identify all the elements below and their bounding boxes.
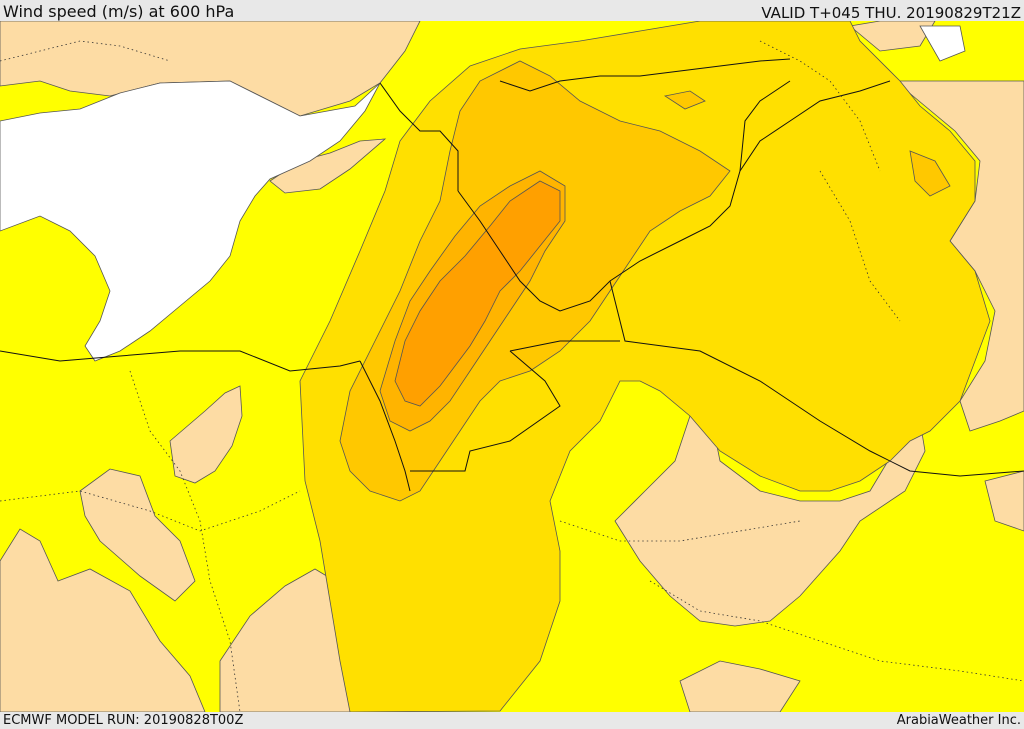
admin-boundaries [0, 40, 1024, 712]
borders [0, 58, 1024, 492]
credit: ArabiaWeather Inc. [896, 713, 1021, 728]
wind-speed-map [0, 21, 1024, 712]
low-wind-areas [0, 21, 1024, 712]
band-max [394, 180, 561, 407]
header-bar [0, 0, 1024, 21]
valid-time: VALID T+045 THU. 20190829T21Z [761, 4, 1021, 22]
map-title: Wind speed (m/s) at 600 hPa [3, 2, 235, 21]
sea-areas [0, 25, 966, 362]
model-run: ECMWF MODEL RUN: 20190828T00Z [3, 713, 244, 728]
footer-bar [0, 712, 1024, 729]
map-area[interactable] [0, 21, 1024, 712]
